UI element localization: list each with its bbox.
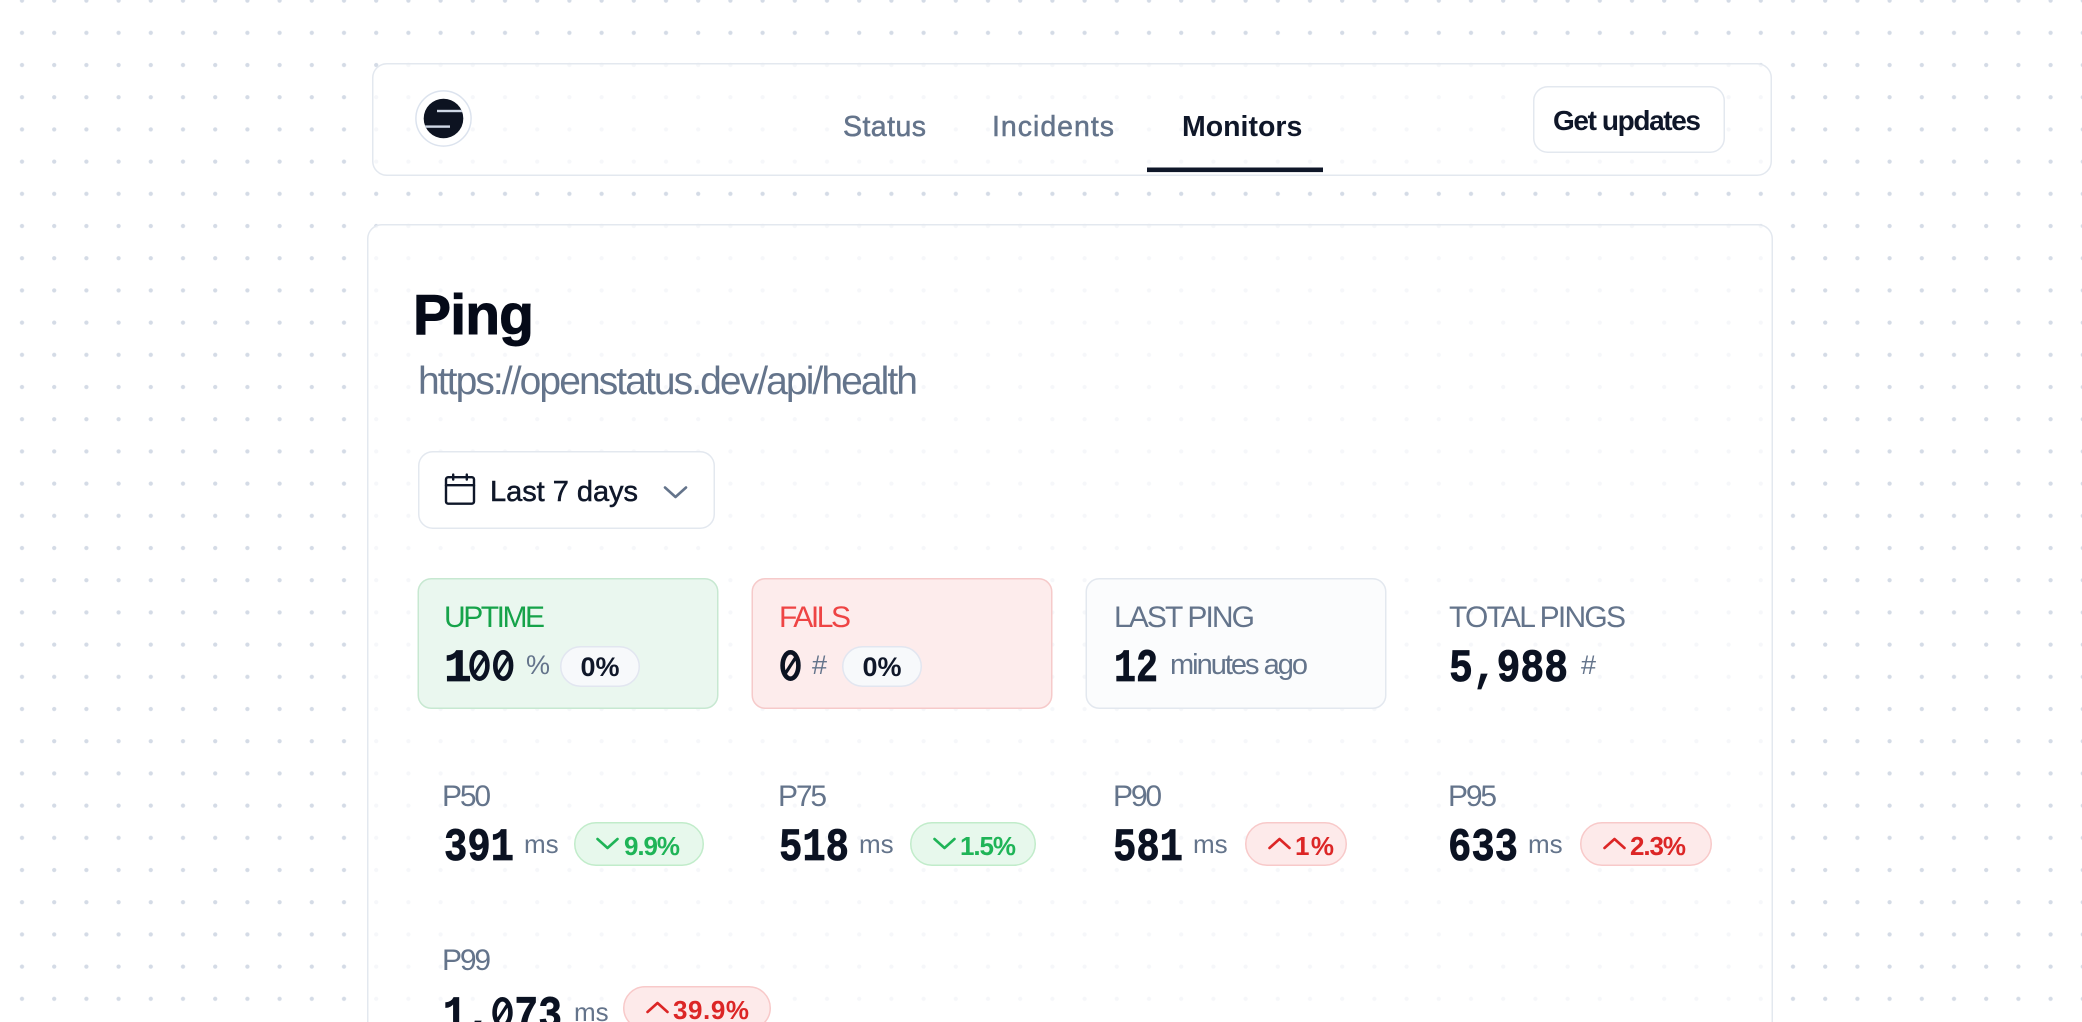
svg-text:Last 7 days: Last 7 days [490, 476, 638, 508]
svg-text:Monitors: Monitors [1182, 111, 1302, 143]
svg-text:1%: 1% [1295, 831, 1334, 861]
svg-text:ms: ms [1193, 829, 1228, 859]
svg-text:FAILS: FAILS [779, 601, 851, 634]
svg-text:LAST PING: LAST PING [1114, 601, 1255, 634]
svg-text:ms: ms [1528, 829, 1563, 859]
svg-text:P90: P90 [1113, 780, 1162, 813]
svg-text:minutes ago: minutes ago [1170, 649, 1308, 681]
svg-text:1.5%: 1.5% [960, 831, 1016, 861]
svg-text:633: 633 [1448, 822, 1518, 874]
svg-text:P50: P50 [442, 780, 491, 813]
svg-text:UPTIME: UPTIME [444, 601, 545, 634]
svg-text:TOTAL PINGS: TOTAL PINGS [1449, 601, 1626, 634]
svg-text:12: 12 [1114, 643, 1158, 695]
svg-text:0%: 0% [580, 652, 619, 682]
svg-text:9.9%: 9.9% [624, 831, 680, 861]
svg-text:581: 581 [1113, 822, 1183, 874]
svg-text:ms: ms [859, 829, 894, 859]
svg-text:39.9%: 39.9% [673, 995, 749, 1022]
svg-text:Status: Status [843, 111, 926, 143]
svg-text:0%: 0% [862, 652, 901, 682]
svg-text:Ping: Ping [413, 283, 534, 347]
svg-text:https://openstatus.dev/api/hea: https://openstatus.dev/api/health [418, 360, 918, 403]
svg-text:#: # [812, 650, 827, 680]
svg-text:#: # [1581, 650, 1596, 680]
svg-text:1,: 1, [443, 990, 491, 1022]
svg-text:P95: P95 [1448, 780, 1497, 813]
svg-text:P75: P75 [778, 780, 827, 813]
svg-text:518: 518 [779, 822, 849, 874]
svg-text:%: % [526, 650, 550, 680]
svg-text:Incidents: Incidents [992, 111, 1114, 143]
svg-text:Get updates: Get updates [1553, 105, 1701, 136]
svg-text:ms: ms [574, 997, 609, 1022]
svg-text:5,988: 5,988 [1449, 643, 1568, 695]
svg-text:1: 1 [444, 643, 472, 695]
svg-text:391: 391 [444, 822, 514, 874]
svg-text:73: 73 [514, 990, 562, 1022]
svg-text:ms: ms [524, 829, 559, 859]
svg-text:2.3%: 2.3% [1630, 831, 1686, 861]
svg-text:P99: P99 [442, 944, 491, 977]
